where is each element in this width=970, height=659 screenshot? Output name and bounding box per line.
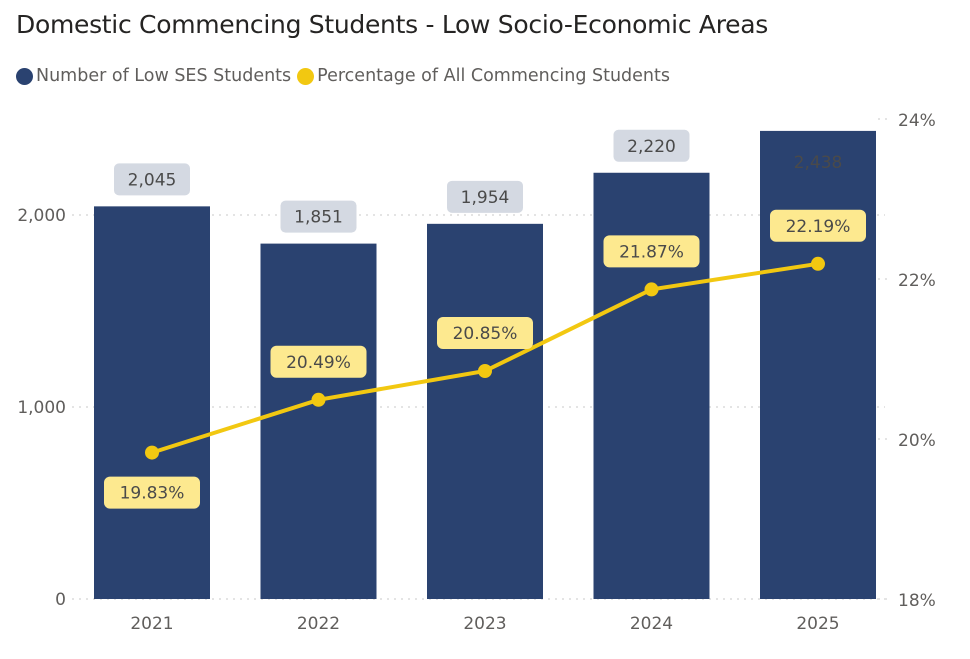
bar — [260, 243, 377, 599]
left-tick-label: 2,000 — [17, 206, 66, 226]
x-tick-label: 2021 — [130, 614, 173, 634]
line-data-label: 19.83% — [120, 484, 185, 504]
x-tick-label: 2024 — [630, 614, 673, 634]
legend-marker-line — [297, 67, 315, 85]
x-tick-label: 2022 — [297, 614, 340, 634]
line-point — [478, 364, 492, 378]
line-data-label-bg — [104, 476, 200, 509]
line-data-label: 21.87% — [619, 242, 684, 262]
bar — [427, 223, 543, 599]
line-data-label: 22.19% — [786, 217, 851, 237]
right-tick-label: 22% — [898, 271, 936, 291]
legend-marker-bars — [16, 67, 33, 85]
x-tick-label: 2023 — [463, 614, 506, 634]
right-tick-label: 24% — [898, 111, 936, 131]
line-point — [145, 445, 159, 460]
line-data-label: 20.85% — [453, 324, 518, 344]
line-data-label-bg — [270, 345, 367, 378]
legend: Number of Low SES Students Percentage of… — [16, 66, 676, 86]
bar-data-label: 2,220 — [627, 137, 676, 157]
legend-label: Number of Low SES Students — [36, 66, 292, 86]
bar-data-label-bg — [114, 163, 190, 196]
right-tick-label: 20% — [898, 431, 936, 451]
bar-data-label-bg — [280, 200, 357, 233]
line-point — [811, 256, 825, 271]
line-data-label-bg — [603, 235, 700, 268]
bar-data-label-bg — [447, 180, 523, 213]
bar — [760, 130, 876, 600]
bar-data-label: 1,954 — [461, 188, 510, 208]
line-data-label: 20.49% — [286, 353, 351, 373]
bar — [94, 206, 210, 600]
bar-data-label: 2,438 — [794, 153, 843, 173]
bar-data-label-bg — [613, 129, 690, 162]
right-tick-label: 18% — [898, 591, 936, 611]
left-tick-label: 1,000 — [17, 398, 66, 418]
left-tick-label: 0 — [55, 590, 66, 610]
chart-title: Domestic Commencing Students - Low Socio… — [16, 10, 768, 39]
bar-data-label: 1,851 — [294, 208, 343, 228]
line-point — [311, 392, 326, 407]
line-data-label-bg — [770, 209, 866, 242]
line-data-label-bg — [437, 317, 533, 349]
x-tick-label: 2025 — [796, 614, 839, 634]
line-point — [644, 282, 659, 297]
bar-data-label: 2,045 — [128, 170, 177, 190]
legend-label: Percentage of All Commencing Students — [317, 66, 671, 86]
legend-item-bars: Number of Low SES Students — [16, 66, 291, 86]
legend-item-line: Percentage of All Commencing Students — [297, 66, 670, 86]
